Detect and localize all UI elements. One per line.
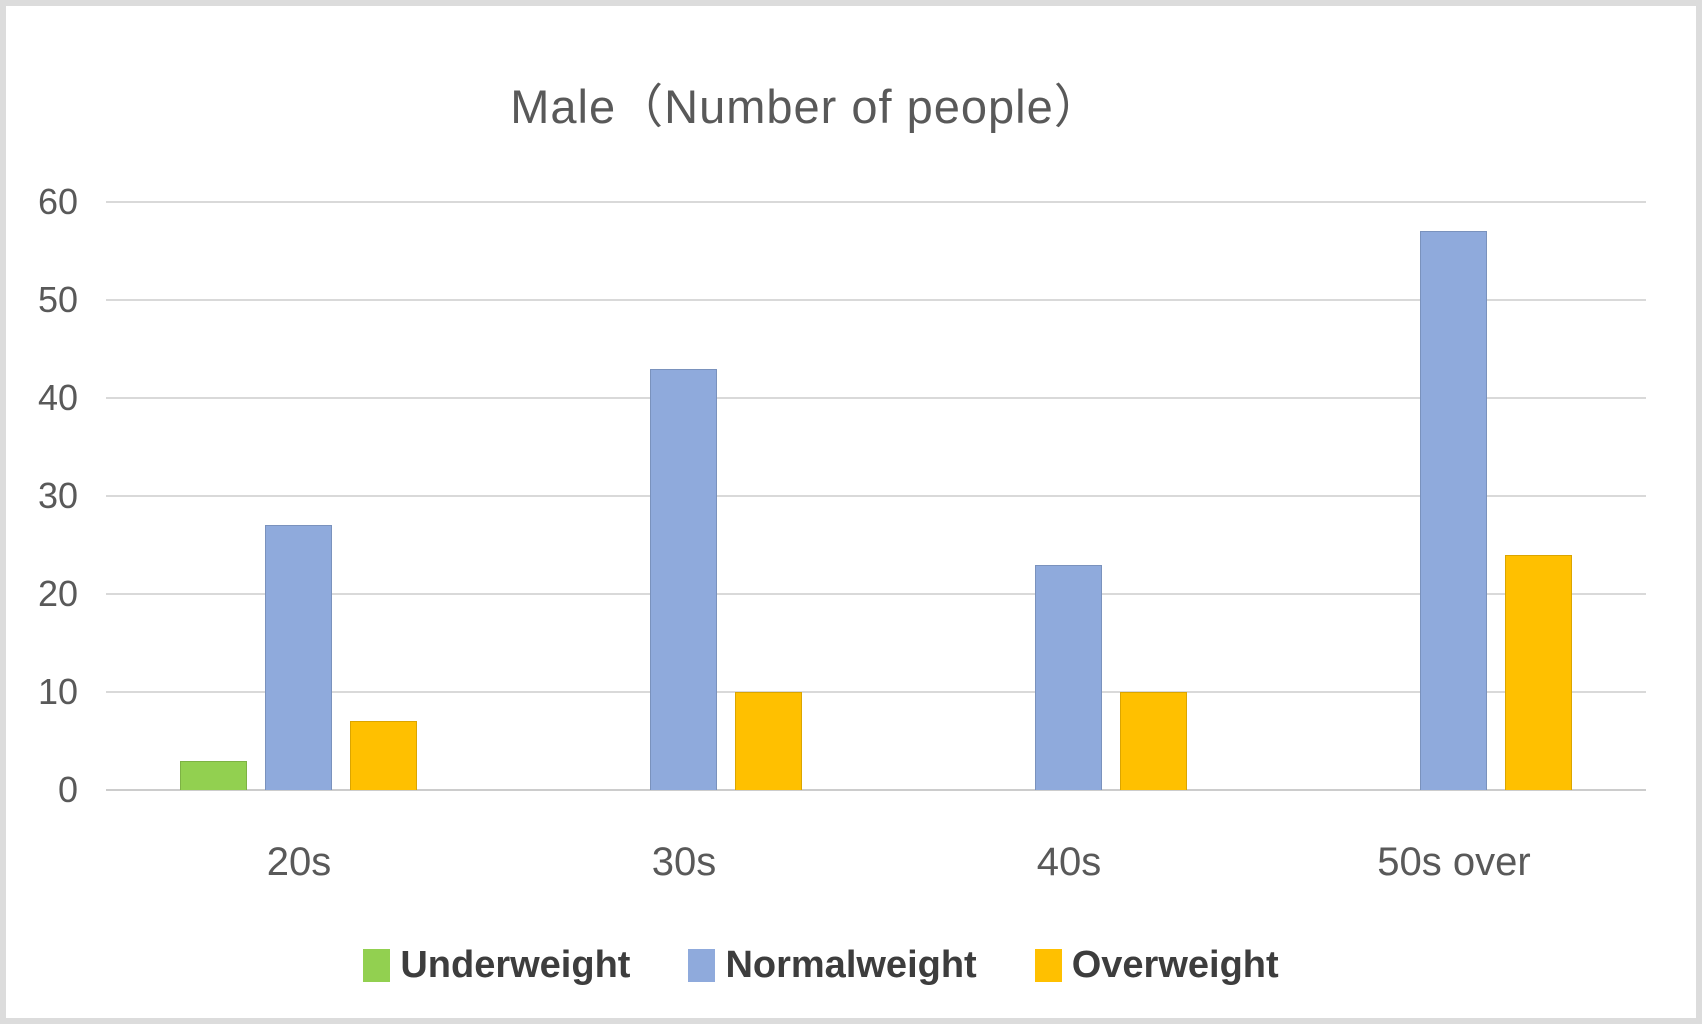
gridline-50 <box>106 299 1646 301</box>
x-axis-category-label: 30s <box>651 840 717 884</box>
y-axis-tick-label: 60 <box>37 181 78 222</box>
legend-item-underweight: Underweight <box>363 944 630 987</box>
gridline-40 <box>106 397 1646 399</box>
bar-overweight-30s <box>735 692 802 790</box>
chart-title: Male（Number of people） <box>510 80 1102 133</box>
legend-swatch-underweight <box>363 949 391 982</box>
y-axis-tick-label: 50 <box>37 279 78 320</box>
legend-swatch-normalweight <box>688 949 716 982</box>
gridline-30 <box>106 495 1646 497</box>
legend-label: Normalweight <box>725 944 977 986</box>
legend-label: Underweight <box>400 944 631 986</box>
y-axis-tick-label: 30 <box>37 475 78 516</box>
bar-normalweight-30s <box>650 369 717 790</box>
legend-label: Overweight <box>1071 944 1279 986</box>
x-axis-category-label: 50s over <box>1377 840 1531 884</box>
bar-normalweight-50s-over <box>1420 231 1487 790</box>
gridline-0 <box>106 789 1646 791</box>
gridline-60 <box>106 201 1646 203</box>
plot-area <box>106 201 1646 791</box>
gridline-10 <box>106 691 1646 693</box>
legend-swatch-overweight <box>1034 949 1062 982</box>
bar-normalweight-20s <box>265 525 332 790</box>
gridline-20 <box>106 593 1646 595</box>
bar-overweight-20s <box>350 721 417 790</box>
bar-overweight-50s-over <box>1505 555 1572 790</box>
x-axis-category-label: 40s <box>1036 840 1102 884</box>
x-axis-category-label: 20s <box>266 840 332 884</box>
legend-item-normalweight: Normalweight <box>688 944 977 987</box>
legend-item-overweight: Overweight <box>1034 944 1279 987</box>
y-axis-tick-label: 20 <box>37 573 78 614</box>
y-axis-tick-label: 40 <box>37 377 78 418</box>
legend: Underweight Normalweight Overweight <box>6 944 1636 987</box>
y-axis-tick-label: 10 <box>37 671 78 712</box>
bar-normalweight-40s <box>1035 565 1102 790</box>
y-axis-tick-label: 0 <box>57 769 78 810</box>
bar-underweight-20s <box>180 761 247 790</box>
bar-overweight-40s <box>1120 692 1187 790</box>
